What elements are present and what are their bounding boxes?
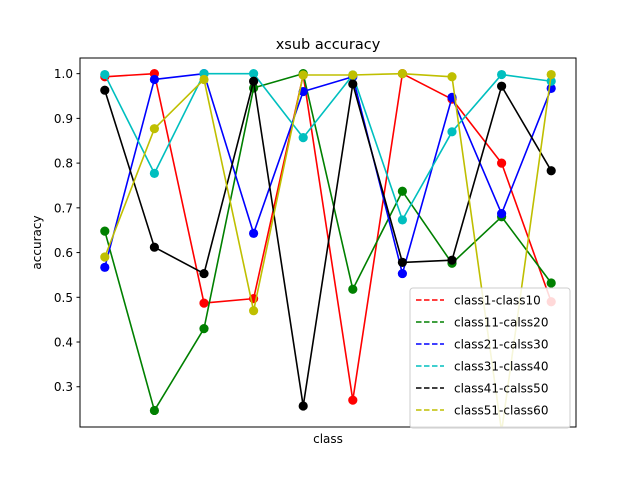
series-line xyxy=(104,72,552,412)
y-tick-label: 0.5 xyxy=(54,291,73,305)
legend-label: class11-calss20 xyxy=(454,316,548,330)
x-axis-label: class xyxy=(313,432,343,446)
data-point xyxy=(546,166,556,176)
y-axis-label: accuracy xyxy=(30,215,44,269)
data-point xyxy=(249,76,259,86)
data-point xyxy=(497,69,507,80)
series-line xyxy=(104,72,552,427)
series-line xyxy=(104,80,552,407)
legend-label: class51-class60 xyxy=(454,404,548,418)
data-point xyxy=(100,85,110,95)
y-axis: 0.3 0.4 0.5 0.6 0.7 0.8 0.9 1.0 xyxy=(54,67,80,394)
legend-box xyxy=(409,287,571,429)
legend-label: class21-calss30 xyxy=(454,338,548,352)
data-point xyxy=(497,81,507,91)
legend: class1-class10 class11-calss20 class21-cal… xyxy=(409,287,571,429)
series-line xyxy=(104,72,552,275)
series-line xyxy=(104,72,552,401)
data-point xyxy=(397,215,407,225)
data-point xyxy=(348,70,358,80)
data-point xyxy=(100,226,110,236)
data-point xyxy=(149,168,159,178)
data-point xyxy=(546,278,556,288)
data-point xyxy=(447,255,457,265)
data-point xyxy=(497,209,507,219)
chart-title: xsub accuracy xyxy=(276,37,381,53)
data-point xyxy=(199,268,209,279)
y-tick-label: 0.8 xyxy=(54,157,73,171)
data-point xyxy=(546,76,556,86)
data-point xyxy=(298,401,308,411)
series-layer xyxy=(100,69,556,427)
data-point xyxy=(199,74,209,85)
data-point xyxy=(149,124,159,134)
plot-frame xyxy=(79,57,577,428)
data-point xyxy=(149,242,159,252)
legend-label: class41-calss50 xyxy=(454,382,548,396)
data-point xyxy=(149,405,159,416)
data-point xyxy=(199,298,209,308)
data-point xyxy=(397,69,407,79)
data-point xyxy=(447,72,457,82)
legend-label: class1-class10 xyxy=(454,294,541,308)
series-5 xyxy=(100,76,556,411)
data-point xyxy=(298,70,308,80)
data-point xyxy=(100,262,110,272)
y-tick-label: 0.9 xyxy=(54,112,73,126)
series-4 xyxy=(100,69,556,225)
data-point xyxy=(298,133,308,143)
y-tick-label: 1.0 xyxy=(54,67,73,81)
data-point xyxy=(348,284,358,294)
y-tick-label: 0.4 xyxy=(54,336,73,350)
data-point xyxy=(397,268,407,279)
y-tick-label: 0.3 xyxy=(54,380,73,394)
data-point xyxy=(348,79,358,89)
data-point xyxy=(100,69,110,80)
series-6 xyxy=(100,69,556,427)
y-tick-label: 0.6 xyxy=(54,246,73,260)
legend-label: class31-class40 xyxy=(454,360,548,374)
data-point xyxy=(149,74,159,85)
y-tick-label: 0.7 xyxy=(54,201,73,215)
data-point xyxy=(100,252,110,262)
data-point xyxy=(546,69,556,80)
data-point xyxy=(397,186,407,196)
data-point xyxy=(397,257,407,268)
data-point xyxy=(447,127,457,137)
data-point xyxy=(249,306,259,316)
data-point xyxy=(497,158,507,168)
data-point xyxy=(199,324,209,334)
data-point xyxy=(348,395,358,405)
data-point xyxy=(249,228,259,238)
data-point xyxy=(249,69,259,79)
series-line xyxy=(104,72,552,221)
series-3 xyxy=(100,69,556,279)
